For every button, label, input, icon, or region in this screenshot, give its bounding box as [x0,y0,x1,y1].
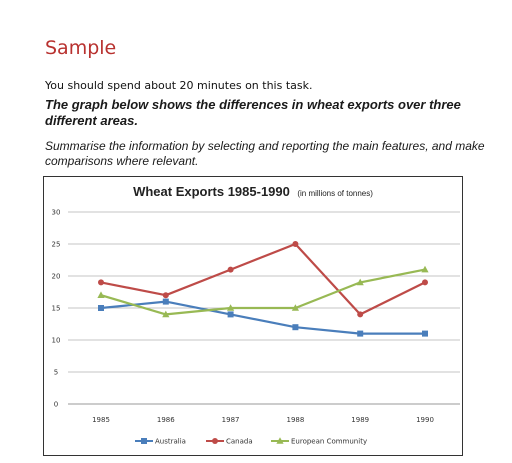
legend-label: European Community [291,438,367,446]
y-tick-label: 0 [54,401,58,409]
y-tick-label: 30 [52,209,61,217]
x-tick-label: 1986 [157,416,175,424]
legend-marker [141,438,147,444]
data-point [357,311,364,318]
y-tick-label: 20 [52,273,61,281]
x-tick-label: 1990 [416,416,434,424]
data-point [421,265,429,273]
y-tick-label: 15 [52,305,61,313]
data-point [97,291,105,298]
data-point [291,304,299,311]
grid-layer [68,211,460,405]
y-tick-label: 5 [54,369,58,377]
data-point [162,292,169,299]
series-line [100,242,426,316]
legend-item-european-community: European Community [271,437,367,446]
chart-title: Wheat Exports 1985-1990 (in millions of … [133,183,373,200]
data-point [422,330,428,337]
task-description: The graph below shows the differences in… [45,97,461,128]
data-point [292,241,299,247]
data-point [292,324,299,331]
x-tick-label: 1989 [351,416,369,424]
y-tick-label: 10 [52,337,61,345]
series-line [100,300,425,335]
series-layer [97,241,429,337]
x-tick-label: 1985 [92,416,110,424]
data-point [422,279,428,286]
series-european-community [97,265,429,318]
data-point [357,330,364,337]
chart-title-unit: (in millions of tonnes) [297,189,373,198]
data-point [98,279,104,286]
data-point [227,304,235,311]
data-point [162,310,170,318]
series-canada [98,241,428,318]
legend-item-australia: Australia [135,438,186,446]
chart-title-main: Wheat Exports 1985-1990 [133,184,290,199]
series-line [100,268,426,316]
time-instruction: You should spend about 20 minutes on thi… [45,79,313,92]
x-tick-labels: 1985 1986 1987 1988 1989 1990 [92,416,434,424]
legend-label: Australia [155,438,186,446]
series-australia [98,298,428,337]
legend-label: Canada [226,438,253,446]
chart-frame [43,176,463,456]
data-point [227,311,234,318]
y-tick-labels: 0 5 10 15 20 25 30 [52,209,61,409]
x-tick-label: 1988 [286,416,304,424]
page-heading: Sample [45,37,117,59]
data-point [162,298,169,305]
y-tick-label: 25 [52,241,61,249]
data-point [98,305,104,311]
data-point [227,266,234,273]
x-tick-label: 1987 [222,416,240,424]
legend-item-canada: Canada [206,438,253,446]
legend-marker [276,437,284,444]
task-prompt: Summarise the information by selecting a… [45,139,485,168]
data-point [356,278,364,286]
legend: Australia Canada European Community [135,437,367,446]
legend-marker [212,438,218,444]
